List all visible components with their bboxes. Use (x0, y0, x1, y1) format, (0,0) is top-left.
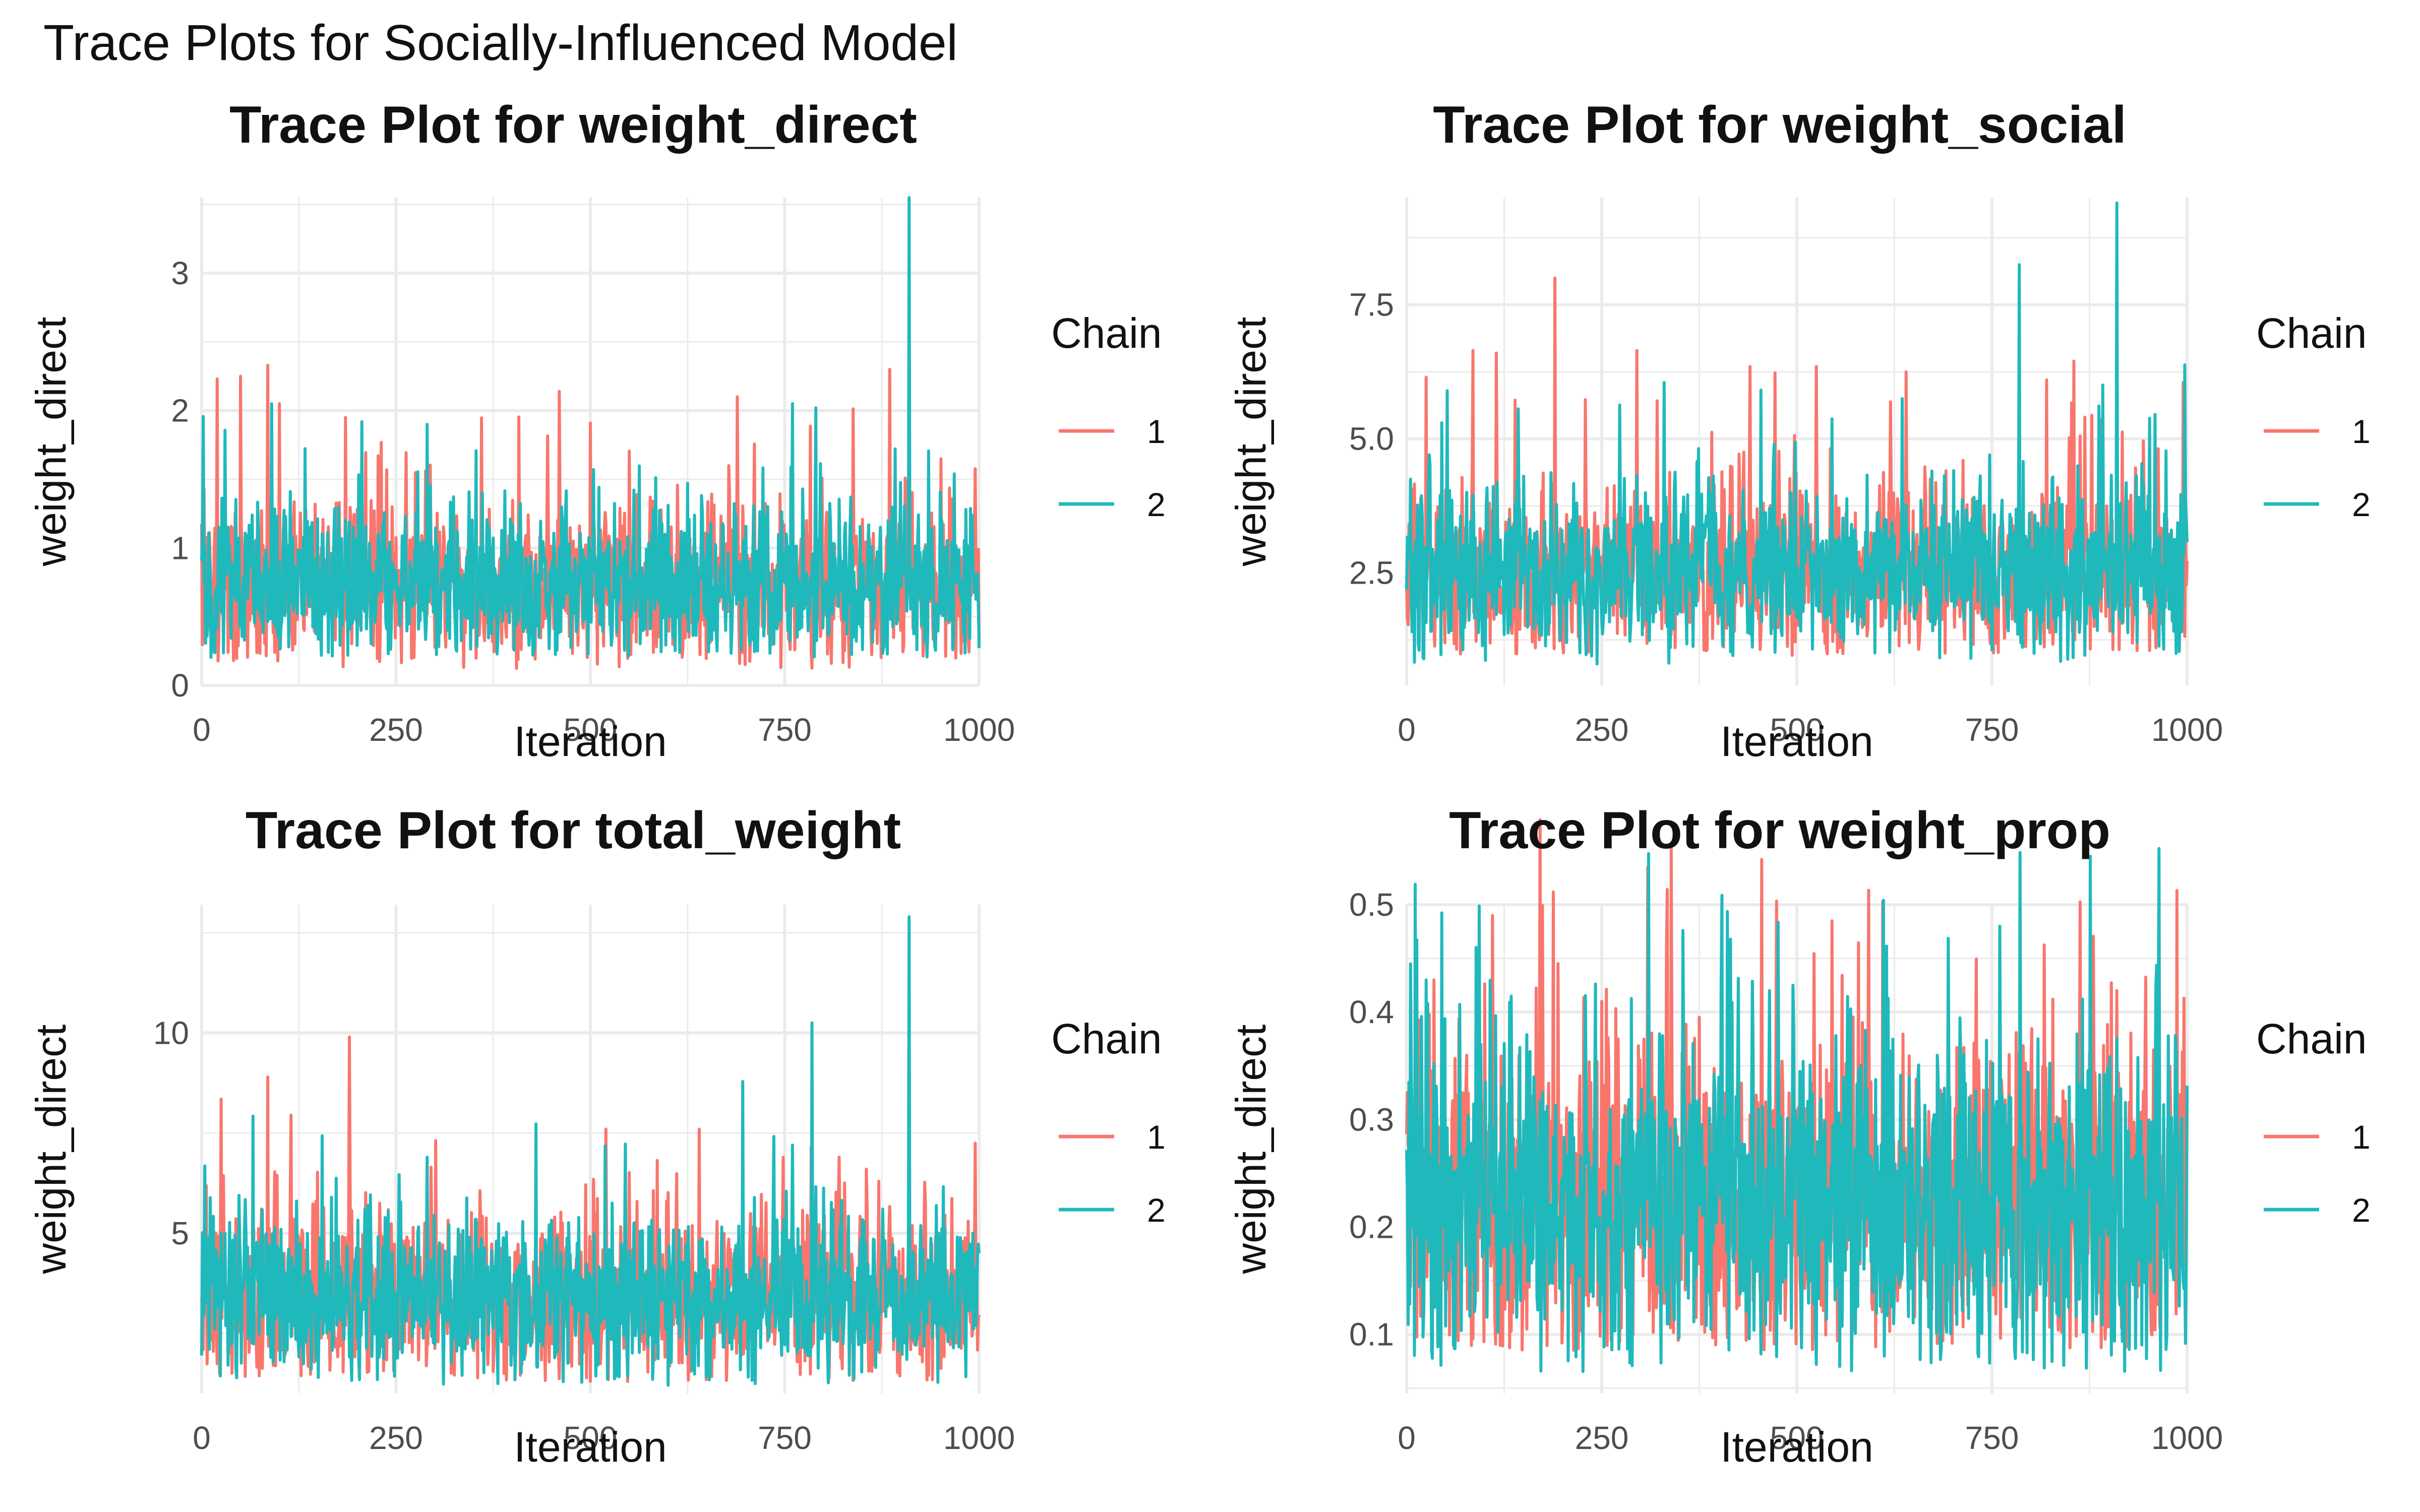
x-tick-label: 0 (1398, 1420, 1416, 1456)
legend-label: 1 (2352, 413, 2371, 450)
x-tick-label: 1000 (943, 712, 1015, 748)
y-tick-label: 0.1 (1349, 1316, 1394, 1353)
y-tick-label: 3 (171, 255, 189, 291)
x-axis-label: Iteration (1720, 718, 1873, 765)
series-line-chain-2 (200, 196, 981, 659)
legend-label: 2 (2352, 486, 2371, 523)
legend-label: 1 (1147, 413, 1166, 450)
x-axis-label: Iteration (514, 718, 667, 765)
x-tick-label: 750 (1965, 1420, 2019, 1456)
y-tick-label: 7.5 (1349, 287, 1394, 323)
chart-title: Trace Plot for total_weight (246, 801, 901, 860)
page-title: Trace Plots for Socially-Influenced Mode… (43, 15, 958, 71)
chart-panel-3: 0 250 500 750 1000 5 10 Trace Plot for total_we… (27, 801, 1166, 1471)
y-axis-label: weight_direct (1227, 1025, 1275, 1275)
x-tick-label: 0 (193, 1420, 211, 1456)
chart-panel-1: 0 250 500 750 1000 0 1 2 3 Trace Plot for weight_… (27, 96, 1166, 765)
chart-panel-4: 0 250 500 750 1000 0.1 0.2 0.3 0.4 0.5 Trace Plot … (1227, 801, 2371, 1471)
x-tick-label: 750 (758, 1420, 812, 1456)
x-tick-label: 750 (758, 712, 812, 748)
chart-title: Trace Plot for weight_prop (1449, 801, 2110, 860)
y-tick-label: 5 (171, 1215, 189, 1251)
x-tick-label: 250 (1575, 1420, 1629, 1456)
x-tick-label: 500 (564, 712, 618, 748)
chart-title: Trace Plot for weight_direct (229, 96, 917, 154)
y-tick-label: 1 (171, 530, 189, 566)
series-line-chain-2 (1405, 847, 2189, 1373)
legend-title: Chain (2256, 309, 2367, 357)
x-tick-label: 0 (193, 712, 211, 748)
legend: Chain 1 2 (2256, 1015, 2371, 1229)
y-tick-label: 10 (153, 1015, 189, 1051)
legend-title: Chain (1051, 309, 1162, 357)
x-tick-label: 1000 (2151, 712, 2223, 748)
legend-label: 2 (1147, 486, 1166, 523)
legend-label: 1 (1147, 1118, 1166, 1156)
y-axis-label: weight_direct (1227, 317, 1275, 567)
y-tick-label: 0.4 (1349, 994, 1394, 1030)
x-tick-label: 750 (1965, 712, 2019, 748)
legend-label: 2 (2352, 1191, 2371, 1229)
legend-title: Chain (1051, 1015, 1162, 1062)
x-axis-label: Iteration (1720, 1423, 1873, 1471)
chart-panel-2: 0 250 500 750 1000 2.5 5.0 7.5 Trace Plot for we… (1227, 96, 2371, 765)
x-tick-label: 0 (1398, 712, 1416, 748)
chart-title: Trace Plot for weight_social (1433, 96, 2127, 154)
y-axis-label: weight_direct (27, 1025, 75, 1275)
x-tick-label: 1000 (943, 1420, 1015, 1456)
x-tick-label: 500 (1770, 1420, 1824, 1456)
x-tick-label: 250 (369, 712, 423, 748)
legend-label: 1 (2352, 1118, 2371, 1156)
y-tick-label: 0 (171, 667, 189, 704)
legend-title: Chain (2256, 1015, 2367, 1062)
y-tick-label: 0.2 (1349, 1209, 1394, 1245)
x-tick-label: 250 (1575, 712, 1629, 748)
y-tick-label: 0.5 (1349, 887, 1394, 923)
y-tick-label: 0.3 (1349, 1101, 1394, 1138)
y-tick-label: 2 (171, 393, 189, 429)
legend: Chain 1 2 (2256, 309, 2371, 523)
x-tick-label: 500 (1770, 712, 1824, 748)
x-tick-label: 500 (564, 1420, 618, 1456)
y-tick-label: 2.5 (1349, 555, 1394, 591)
legend: Chain 1 2 (1051, 1015, 1166, 1229)
x-tick-label: 1000 (2151, 1420, 2223, 1456)
x-tick-label: 250 (369, 1420, 423, 1456)
series-line-chain-2 (1405, 201, 2189, 666)
y-axis-label: weight_direct (27, 317, 75, 567)
x-axis-label: Iteration (514, 1423, 667, 1471)
legend: Chain 1 2 (1051, 309, 1166, 523)
y-tick-label: 5.0 (1349, 421, 1394, 457)
legend-label: 2 (1147, 1191, 1166, 1229)
series-line-chain-2 (200, 915, 981, 1387)
